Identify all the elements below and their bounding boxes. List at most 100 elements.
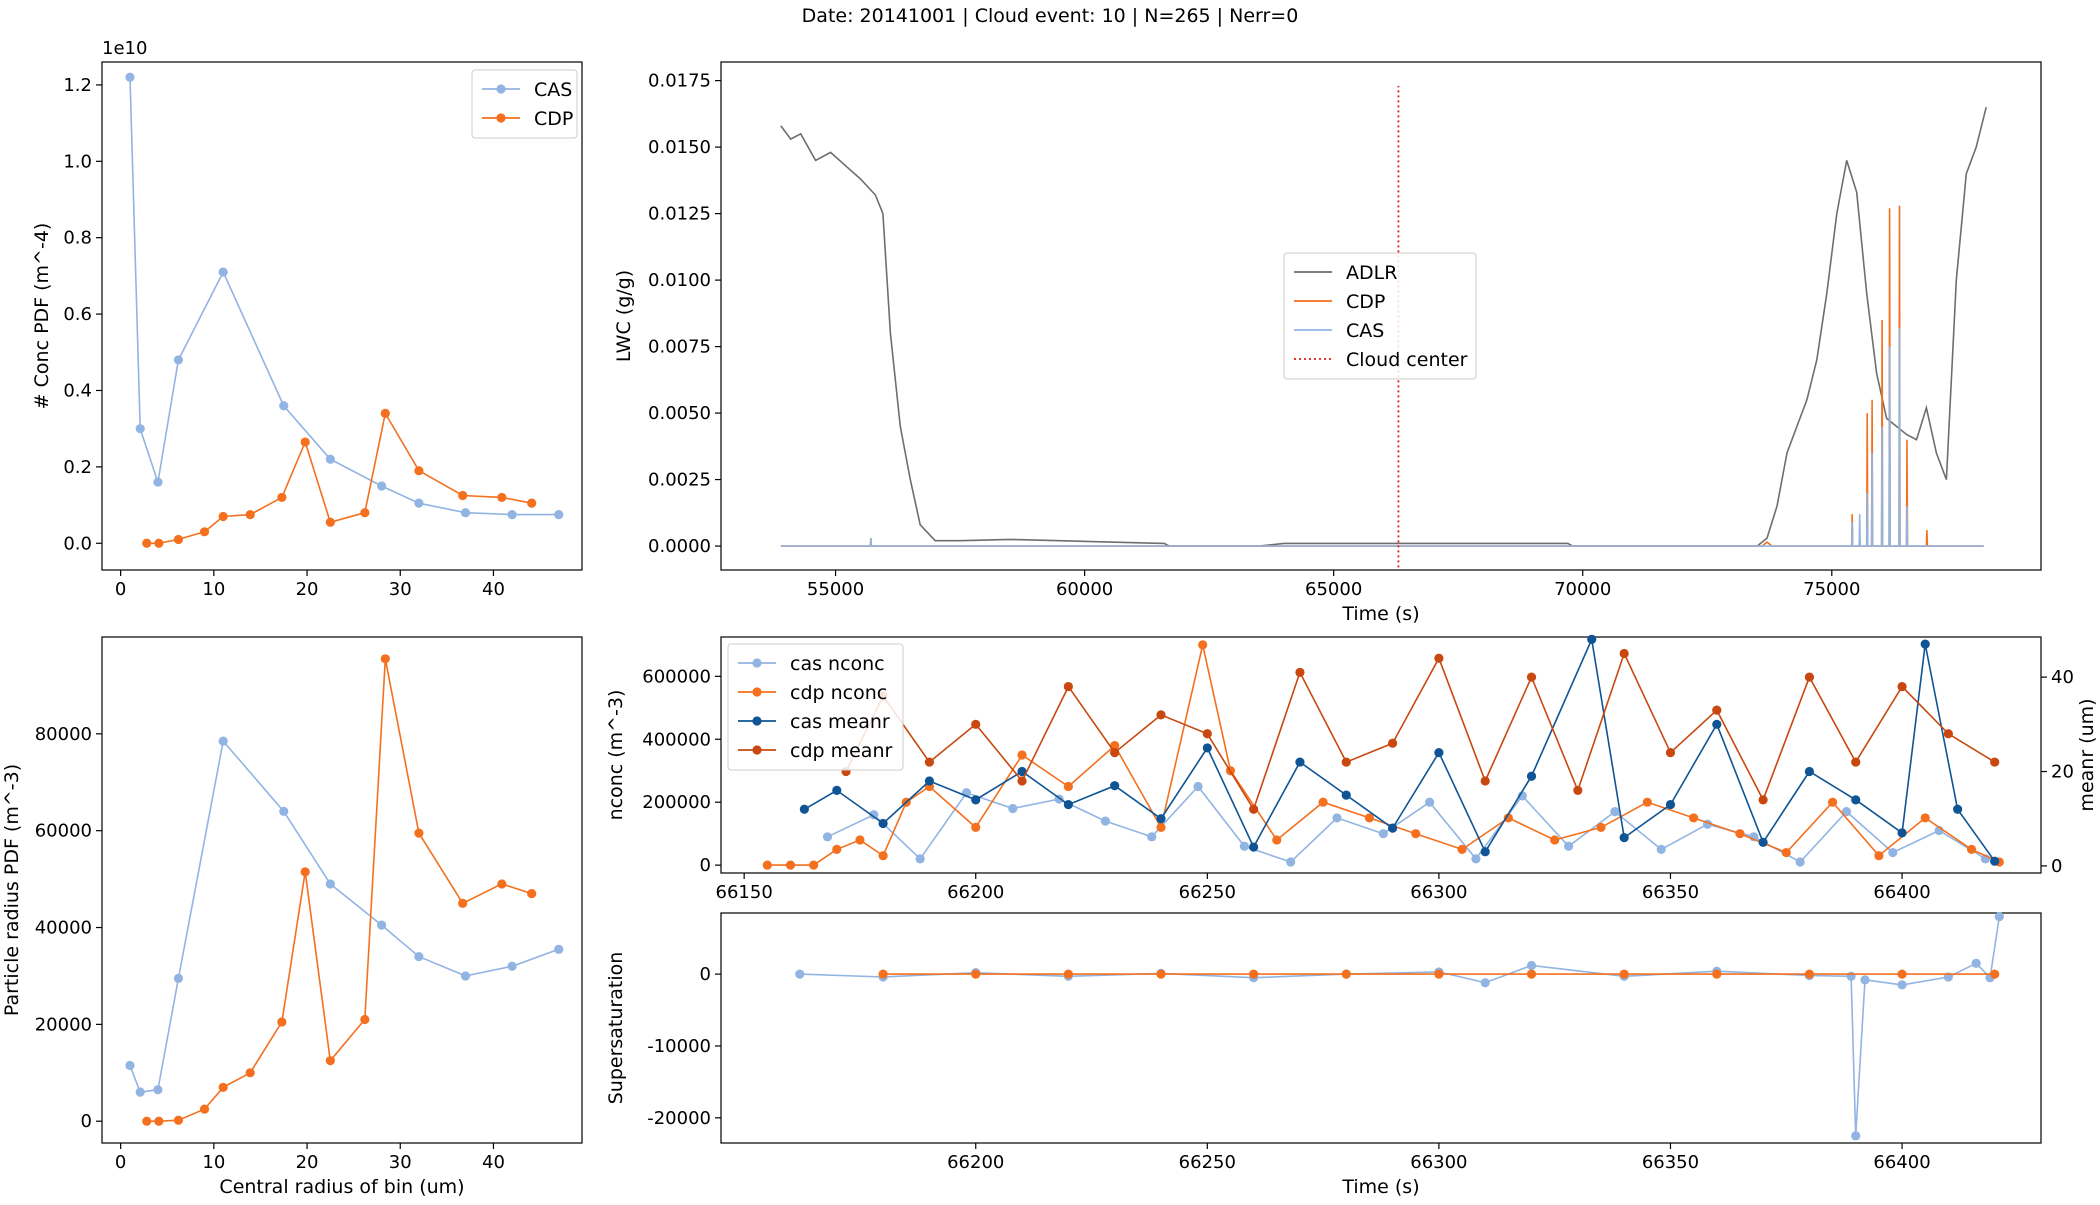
y-tick-label: 60000 [35,821,92,842]
data-point-cas-meanr [1434,748,1443,757]
data-point-cdp-meanr [1990,757,1999,766]
data-point-cas-nconc [1425,798,1434,807]
data-point-cdp-nconc [1064,782,1073,791]
data-point-cas [279,807,288,816]
nconc-meanr-panel: 66150 66200 66250 66300 66350 664000200000400… [605,635,2098,903]
data-point-cdp [142,1117,151,1126]
data-point-cas [1847,972,1856,981]
y-tick-label: 200000 [642,792,711,813]
data-point-cdp [174,1116,183,1125]
data-point-cdp [1712,969,1721,978]
data-point-cas [125,73,134,82]
data-point-cas-meanr [1851,795,1860,804]
data-point-cas [795,969,804,978]
data-point-cdp-nconc [1874,851,1883,860]
data-point-cdp [497,879,506,888]
x-tick-label: 66350 [1642,882,1699,903]
data-point-cas [507,510,516,519]
y-tick-label: 0.0000 [648,536,711,557]
x-tick-label: 55000 [807,579,864,600]
data-point-cas-nconc [1101,816,1110,825]
data-point-cdp [1990,969,1999,978]
data-point-cdp-meanr [1017,776,1026,785]
y-tick-label: 0.2 [63,457,92,478]
legend-label: CDP [534,108,573,130]
data-point-cas-meanr [1203,743,1212,752]
data-point-cas [1851,1131,1860,1140]
data-point-cdp-meanr [1249,805,1258,814]
data-point-cdp-nconc [1782,848,1791,857]
data-point-cas-meanr [1295,757,1304,766]
data-point-cdp [301,437,310,446]
data-point-cas-meanr [1897,828,1906,837]
data-point-cas-meanr [1712,720,1721,729]
data-point-cas [414,952,423,961]
plot-frame [102,637,582,1143]
data-point-cdp [381,409,390,418]
data-point-cdp-nconc [1411,829,1420,838]
y-tick-label: -20000 [647,1108,711,1129]
y-tick-label: 0.0 [63,533,92,554]
data-point-cas-meanr [971,795,980,804]
data-point-cdp-nconc [1156,823,1165,832]
x-tick-label: 66400 [1873,882,1930,903]
data-point-cas-nconc [1796,857,1805,866]
data-point-cdp [458,899,467,908]
data-point-cdp [1527,969,1536,978]
y-tick-label: 0 [700,855,711,876]
data-point-cas-meanr [1921,639,1930,648]
x-tick-label: 30 [389,1152,412,1173]
data-point-cas-nconc [1564,842,1573,851]
data-point-cdp [246,1068,255,1077]
data-point-cdp [326,518,335,527]
x-tick-label: 10 [202,1152,225,1173]
data-point-cdp [154,539,163,548]
data-point-cas-meanr [1759,838,1768,847]
y-tick-label: 400000 [642,729,711,750]
data-point-cdp-nconc [971,823,980,832]
data-point-cdp [527,499,536,508]
data-point-cas [507,962,516,971]
y-tick-label: 0.0100 [648,270,711,291]
x-axis-label: Central radius of bin (um) [219,1176,464,1198]
data-point-cdp [1064,969,1073,978]
y-tick-label: -10000 [647,1036,711,1057]
data-point-cdp [414,829,423,838]
data-point-cdp-nconc [1689,813,1698,822]
y-tick-label: 0 [700,964,711,985]
x-tick-label: 40 [482,1152,505,1173]
data-point-cas-nconc [1610,807,1619,816]
data-point-cdp [1342,969,1351,978]
data-point-cas-nconc [1657,845,1666,854]
data-point-cdp [879,969,888,978]
data-point-cdp [971,969,980,978]
data-point-cas [326,455,335,464]
x-tick-label: 66200 [947,882,1004,903]
data-point-cdp [142,539,151,548]
data-point-cdp-nconc [1643,798,1652,807]
x-tick-label: 66400 [1873,1152,1930,1173]
y-axis-label: # Conc PDF (m^-4) [31,223,53,410]
legend-marker [496,113,505,122]
data-point-cas-meanr [1342,791,1351,800]
data-point-cdp-nconc [879,851,888,860]
x-tick-label: 40 [482,579,505,600]
y-right-tick-label: 0 [2051,856,2062,877]
data-point-cdp-nconc [1319,798,1328,807]
data-point-cdp [360,508,369,517]
data-point-cdp [200,1105,209,1114]
y-tick-label: 600000 [642,666,711,687]
data-point-cdp-nconc [1457,845,1466,854]
data-point-cdp-meanr [1388,739,1397,748]
data-point-cdp [219,1083,228,1092]
y-tick-label: 0.4 [63,380,92,401]
y-axis-label: Particle radius PDF (m^-3) [1,764,23,1016]
y-tick-label: 1.2 [63,75,92,96]
data-point-cdp [154,1117,163,1126]
data-point-cdp-nconc [809,861,818,870]
x-tick-label: 0 [115,1152,126,1173]
data-point-cas-meanr [1953,805,1962,814]
y-right-tick-label: 20 [2051,762,2074,783]
legend-marker [752,658,761,667]
y-right-axis-label: meanr (um) [2076,698,2098,811]
